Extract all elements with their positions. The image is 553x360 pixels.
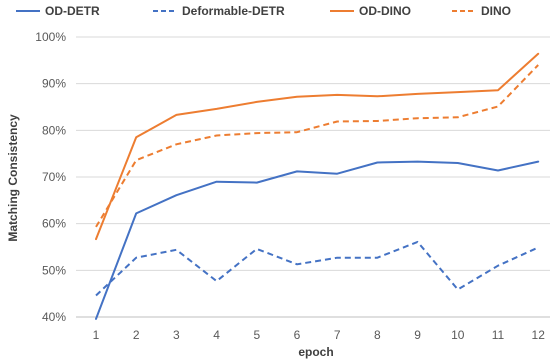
y-tick-label: 40% [42,310,66,324]
x-tick-label: 6 [294,328,301,342]
legend: OD-DETR Deformable-DETR OD-DINO DINO [16,4,511,18]
x-tick-label: 8 [374,328,381,342]
series-line-3 [95,64,539,228]
y-tick-label: 70% [42,170,66,184]
y-tick-label: 90% [42,77,66,91]
x-tick-label: 2 [133,328,140,342]
y-tick-label: 60% [42,217,66,231]
x-tick-label: 12 [532,328,546,342]
legend-label: Deformable-DETR [182,4,285,18]
series-line-0 [95,160,540,320]
x-tick-label: 11 [492,328,505,342]
gridlines [76,36,550,318]
series-line-2 [95,52,540,241]
x-tick-label: 1 [93,328,100,342]
legend-label: DINO [481,4,511,18]
x-axis-title: epoch [298,345,333,359]
x-tick-label: 3 [173,328,180,342]
y-tick-label: 50% [42,263,66,277]
x-tick-label: 10 [451,328,465,342]
legend-label: OD-DETR [45,4,100,18]
x-axis-ticks: 1 2 3 4 5 6 7 8 9 10 11 12 [93,328,546,342]
y-axis-ticks: 40% 50% 60% 70% 80% 90% 100% [35,30,66,324]
series-layer [95,52,540,320]
y-tick-label: 80% [42,123,66,137]
series-line-1 [95,240,539,297]
x-tick-label: 5 [253,328,260,342]
legend-label: OD-DINO [359,4,411,18]
x-tick-label: 9 [414,328,421,342]
y-axis-title: Matching Consistency [6,114,20,242]
x-tick-label: 4 [213,328,220,342]
y-tick-label: 100% [35,30,66,44]
x-tick-label: 7 [334,328,341,342]
